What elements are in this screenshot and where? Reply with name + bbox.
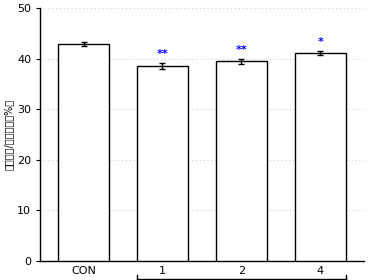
Bar (216, 61, 267, 261)
Bar (137, 66, 188, 261)
Text: **: ** (157, 49, 169, 59)
Bar (58, 44, 109, 261)
Text: *: * (318, 37, 323, 46)
Y-axis label: 棒死体积/左室体积（%）: 棒死体积/左室体积（%） (4, 99, 14, 170)
Text: **: ** (236, 45, 247, 55)
Bar (295, 53, 346, 261)
